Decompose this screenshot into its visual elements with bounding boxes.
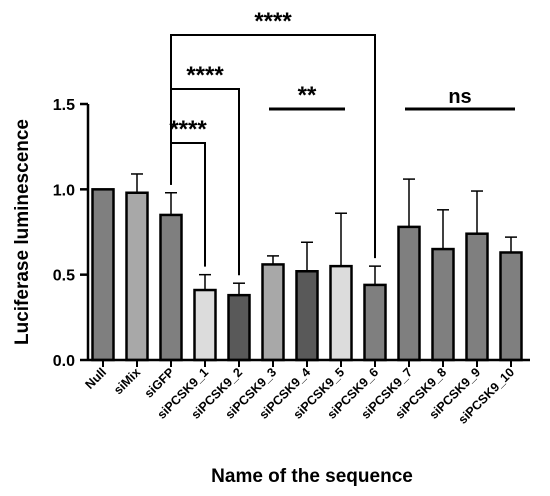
bar-siPCSK9_3 xyxy=(261,263,285,362)
significance-label: **** xyxy=(186,62,224,89)
y-tick-label: 1.5 xyxy=(53,97,75,114)
bar-siPCSK9_10 xyxy=(499,251,523,362)
significance-label: ** xyxy=(298,82,317,109)
x-ticks: Null siMixsiGFPsiPCSK9_1siPCSK9_2siPCSK9_… xyxy=(83,360,517,427)
bar-siPCSK9_2 xyxy=(227,293,251,362)
x-tick-label: Null xyxy=(83,365,110,392)
y-ticks: 0.0 0.5 1.0 1.5 xyxy=(53,97,88,370)
bar-siPCSK9_1 xyxy=(193,288,217,362)
axes xyxy=(86,104,530,362)
x-tick-label: siMix xyxy=(111,365,143,397)
bar-siPCSK9_4 xyxy=(295,270,319,362)
bar-siPCSK9_6 xyxy=(363,283,387,362)
bar-siPCSK9_7 xyxy=(397,225,421,362)
y-tick-label: 1.0 xyxy=(53,182,75,199)
y-tick-label: 0.5 xyxy=(53,268,75,285)
bar-siMix xyxy=(125,191,149,362)
significance-annotations: ************** ns xyxy=(169,8,515,276)
bar-siGFP xyxy=(159,213,183,362)
bar-siPCSK9_5 xyxy=(329,264,353,362)
significance-label: **** xyxy=(254,8,292,35)
bar-Null xyxy=(91,188,115,362)
x-axis-label: Name of the sequence xyxy=(211,466,413,487)
significance-label: **** xyxy=(169,116,207,143)
significance-bracket xyxy=(170,34,376,259)
bar-siPCSK9_8 xyxy=(431,247,455,362)
bar-siPCSK9_9 xyxy=(465,232,489,362)
y-tick-label: 0.0 xyxy=(53,353,75,370)
y-axis-label: Luciferase luminescence xyxy=(12,119,33,345)
bars xyxy=(91,173,523,362)
significance-label: ns xyxy=(448,86,471,108)
